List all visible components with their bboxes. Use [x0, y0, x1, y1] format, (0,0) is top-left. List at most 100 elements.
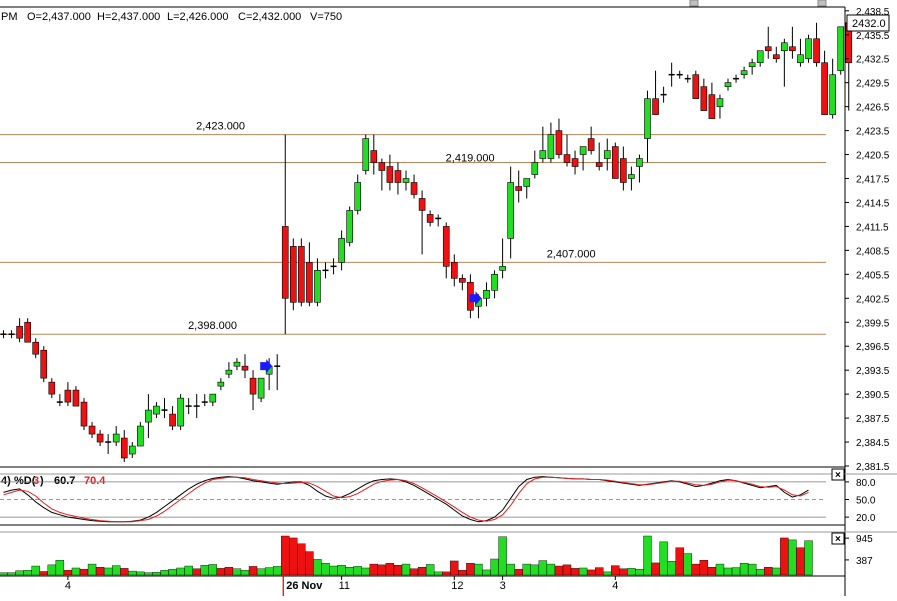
volume-bar	[756, 568, 765, 576]
candle	[193, 394, 200, 419]
volume-bar	[434, 571, 443, 576]
volume-bar	[369, 563, 378, 576]
candle	[201, 394, 208, 407]
candle	[459, 274, 466, 291]
stoch-label-d-param: 3	[33, 475, 39, 487]
arrow-icon	[469, 291, 482, 306]
volume-bar	[425, 564, 435, 576]
volume-bar	[79, 568, 89, 576]
volume-bar	[764, 567, 773, 576]
candle	[394, 162, 402, 195]
volume-bar	[506, 563, 515, 576]
candle	[700, 78, 708, 111]
volume-bar	[120, 568, 129, 576]
candle-body	[72, 389, 80, 407]
candle-body	[611, 146, 619, 179]
volume-bar	[200, 565, 209, 576]
volume-bar	[297, 543, 306, 576]
volume-bar	[47, 564, 56, 576]
candle-body	[40, 349, 48, 379]
price-tick-label: 2,405.5	[856, 270, 890, 281]
price-annotations: 2,423.000 2,419.000 2,407.000 2,398.000	[188, 121, 596, 333]
volume-bar	[128, 570, 137, 576]
volume-tick-label: 945	[856, 534, 873, 545]
stoch-close-button[interactable]: ×	[831, 468, 845, 481]
candle	[281, 134, 289, 335]
volume-bar	[498, 536, 507, 576]
volume-bar	[482, 569, 491, 576]
volume-bar	[409, 568, 419, 576]
candle-body	[338, 238, 345, 263]
candle	[587, 126, 595, 155]
candle-body	[402, 178, 410, 183]
stochastic-axis: 80.0 50.0 20.0	[845, 478, 876, 524]
price-annotation: 2,398.000	[188, 320, 237, 332]
candle-body	[112, 433, 120, 443]
volume-bar	[466, 563, 475, 576]
volume-bar	[522, 563, 531, 576]
candle	[708, 82, 716, 119]
price-tick-label: 2,432.5	[856, 55, 890, 66]
candle-body	[298, 246, 305, 303]
candle	[257, 377, 265, 403]
candle	[571, 150, 579, 175]
candle	[32, 338, 40, 359]
volume-bar	[39, 571, 48, 576]
candle	[88, 422, 96, 439]
volume-close-button[interactable]: ×	[831, 532, 845, 545]
volume-bar	[747, 563, 757, 576]
candle-body	[821, 62, 828, 115]
candle	[0, 330, 7, 339]
volume-bar	[780, 537, 789, 576]
price-tick-label: 2,426.5	[856, 103, 890, 114]
candle-body	[491, 274, 498, 291]
volume-bar	[538, 560, 548, 576]
candle-body	[483, 290, 490, 299]
volume-bar	[442, 571, 451, 576]
candle	[8, 330, 15, 339]
price-tick-label: 2,429.5	[856, 79, 890, 90]
volume-bar	[111, 565, 121, 576]
time-tick-label: 12	[451, 580, 463, 592]
candle-body	[700, 86, 708, 111]
candle	[805, 34, 812, 63]
candle-body	[708, 94, 716, 119]
candle-body	[724, 82, 732, 87]
price-tick-label: 2,390.5	[856, 390, 890, 401]
candle-body	[813, 38, 820, 64]
volume-bar	[63, 570, 73, 576]
candle	[105, 434, 112, 455]
volume-axis: 945 387	[845, 534, 873, 567]
volume-bar	[707, 567, 717, 576]
candle-body	[571, 158, 579, 167]
candle-body	[88, 425, 96, 435]
close-icon: ×	[835, 470, 841, 481]
candle	[289, 238, 297, 311]
candle-body	[217, 381, 225, 387]
stochastic-label: 4) %D( 3 ) 60.7 70.4	[1, 475, 106, 487]
volume-bar	[281, 535, 290, 576]
price-tick-label: 2,387.5	[856, 414, 890, 425]
volume-bar	[715, 563, 725, 576]
candle-body	[628, 174, 635, 179]
header-time: PM	[1, 11, 18, 23]
volume-bar	[321, 563, 330, 576]
candle-body	[652, 98, 659, 115]
volume-bar	[401, 563, 411, 576]
candle	[64, 382, 72, 407]
header-close: C=2,432.000	[238, 11, 301, 23]
volume-bar	[216, 568, 226, 576]
volume-bar	[208, 564, 218, 576]
candle	[692, 70, 700, 99]
candle-body	[789, 46, 796, 52]
scroll-marker-2[interactable]	[817, 0, 827, 7]
volume-bar	[337, 565, 346, 576]
price-tick-label: 2,435.5	[856, 31, 890, 42]
candle-body	[797, 54, 804, 64]
price-tick-label: 2,399.5	[856, 318, 890, 329]
scroll-marker[interactable]	[689, 0, 699, 7]
volume-bar	[570, 568, 580, 576]
volume-bar	[305, 551, 314, 576]
candle-body	[225, 369, 233, 375]
